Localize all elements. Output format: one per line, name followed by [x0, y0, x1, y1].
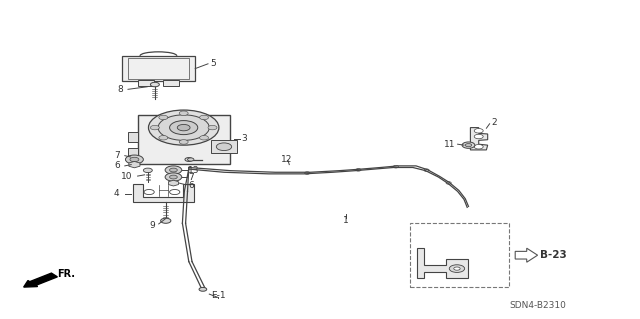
Circle shape: [143, 168, 152, 173]
Text: 7: 7: [188, 173, 194, 182]
Text: 3: 3: [241, 134, 247, 143]
Circle shape: [177, 124, 190, 131]
Text: 2: 2: [491, 118, 497, 127]
Circle shape: [474, 129, 483, 133]
Circle shape: [170, 121, 198, 135]
Bar: [163, 80, 179, 86]
Text: 7: 7: [114, 151, 120, 160]
Circle shape: [161, 218, 171, 223]
Circle shape: [125, 155, 143, 164]
Circle shape: [200, 115, 209, 120]
Circle shape: [148, 110, 219, 145]
Circle shape: [208, 125, 217, 130]
Text: FR.: FR.: [58, 269, 76, 279]
Bar: [122, 56, 195, 81]
Polygon shape: [470, 128, 488, 150]
Polygon shape: [417, 248, 468, 278]
Circle shape: [199, 287, 207, 291]
Circle shape: [179, 111, 188, 115]
Circle shape: [165, 173, 182, 181]
Circle shape: [200, 136, 209, 140]
Bar: [128, 148, 138, 158]
Text: 1: 1: [343, 216, 348, 225]
Circle shape: [159, 136, 168, 140]
Circle shape: [130, 157, 139, 162]
Circle shape: [170, 189, 180, 195]
Circle shape: [216, 143, 232, 151]
Text: 6: 6: [114, 161, 120, 170]
Text: 12: 12: [281, 155, 292, 164]
Text: 5: 5: [210, 59, 216, 68]
Text: 8: 8: [117, 85, 123, 94]
Text: 11: 11: [444, 140, 456, 149]
Circle shape: [159, 115, 168, 120]
Text: E-1: E-1: [211, 291, 226, 300]
Circle shape: [474, 145, 483, 149]
Bar: [128, 132, 138, 142]
Circle shape: [449, 265, 465, 272]
Circle shape: [454, 267, 460, 270]
Polygon shape: [133, 184, 194, 202]
Text: 13: 13: [188, 166, 200, 174]
Polygon shape: [129, 161, 140, 168]
Circle shape: [165, 166, 182, 174]
Circle shape: [188, 158, 194, 161]
FancyArrow shape: [24, 273, 58, 287]
Text: 4: 4: [114, 189, 120, 198]
Text: B-23: B-23: [540, 250, 566, 260]
Circle shape: [474, 134, 483, 139]
Circle shape: [150, 125, 159, 130]
Circle shape: [465, 144, 472, 147]
Circle shape: [462, 142, 475, 148]
Bar: [138, 115, 230, 164]
Text: SDN4-B2310: SDN4-B2310: [509, 301, 566, 310]
Polygon shape: [168, 180, 179, 186]
Bar: [410, 223, 509, 287]
Circle shape: [170, 168, 177, 172]
Circle shape: [144, 189, 154, 195]
Circle shape: [158, 115, 209, 140]
Text: 6: 6: [188, 181, 194, 189]
Circle shape: [170, 175, 177, 179]
Bar: [138, 80, 154, 86]
Circle shape: [150, 82, 159, 87]
Bar: [211, 140, 237, 153]
Text: 10: 10: [121, 172, 132, 181]
Circle shape: [185, 158, 193, 161]
Bar: [128, 58, 189, 79]
Circle shape: [179, 140, 188, 144]
Text: 9: 9: [149, 221, 155, 230]
